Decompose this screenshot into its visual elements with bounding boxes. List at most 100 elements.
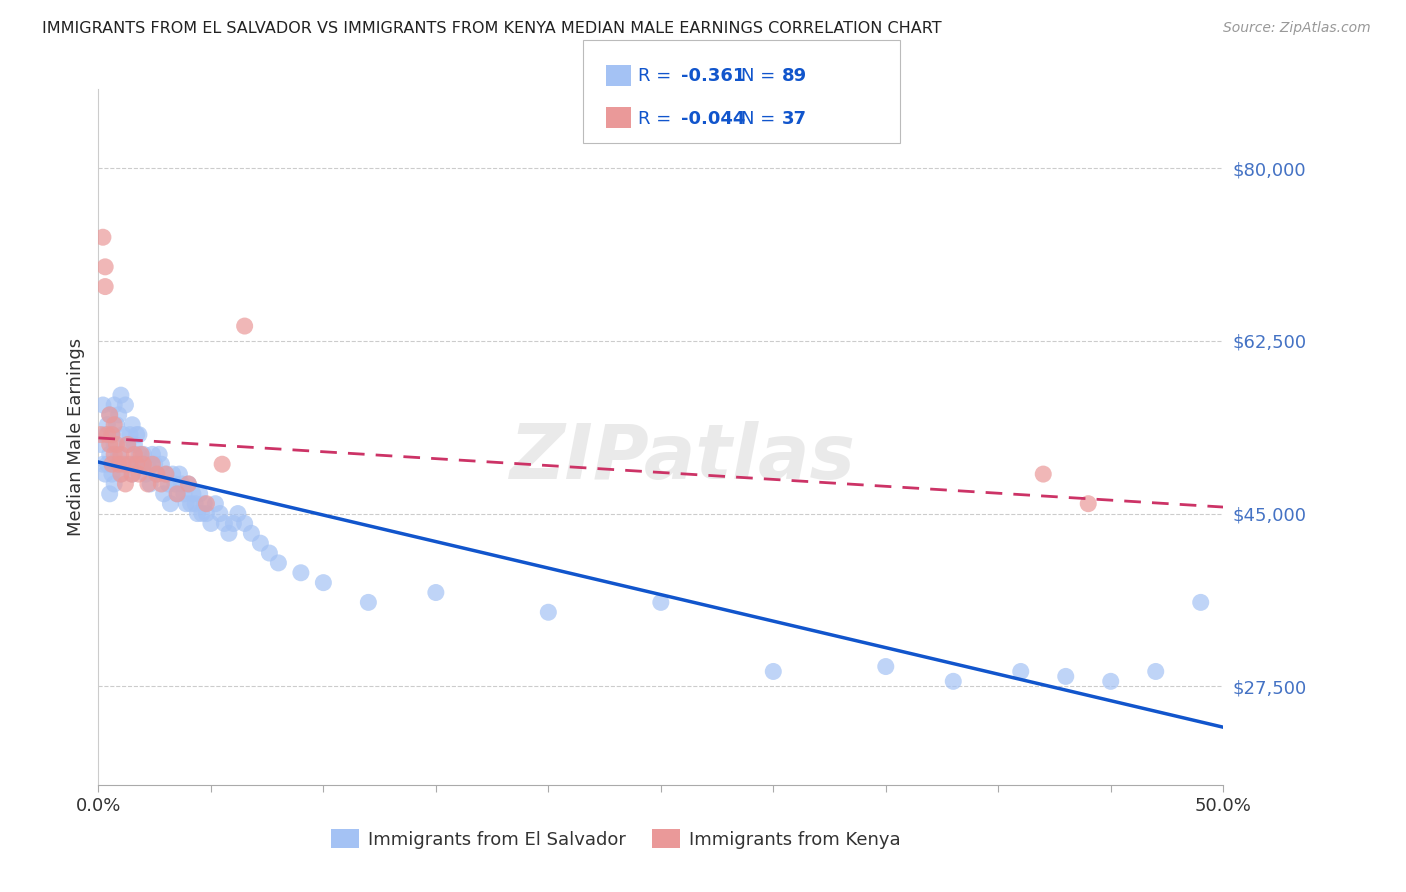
Point — [166, 487, 188, 501]
Point — [357, 595, 380, 609]
Point — [650, 595, 672, 609]
Point — [1099, 674, 1122, 689]
Point — [121, 467, 143, 481]
Point — [139, 477, 162, 491]
Point — [1189, 595, 1212, 609]
Point — [188, 487, 211, 501]
Point — [94, 427, 117, 442]
Point — [128, 427, 150, 442]
Legend: Immigrants from El Salvador, Immigrants from Kenya: Immigrants from El Salvador, Immigrants … — [325, 822, 907, 856]
Point — [103, 447, 125, 461]
Point — [174, 497, 197, 511]
Point — [103, 437, 125, 451]
Text: Source: ZipAtlas.com: Source: ZipAtlas.com — [1223, 21, 1371, 35]
Point — [107, 447, 129, 461]
Point — [177, 477, 200, 491]
Point — [125, 457, 148, 471]
Point — [1144, 665, 1167, 679]
Point — [125, 427, 148, 442]
Point — [208, 507, 231, 521]
Point — [124, 457, 146, 471]
Point — [146, 467, 169, 481]
Point — [129, 457, 152, 471]
Point — [157, 477, 180, 491]
Point — [121, 467, 143, 481]
Point — [94, 467, 117, 481]
Point — [155, 467, 177, 481]
Point — [112, 457, 135, 471]
Point — [214, 516, 236, 531]
Text: -0.361: -0.361 — [681, 68, 745, 86]
Point — [162, 467, 184, 481]
Point — [101, 457, 124, 471]
Point — [425, 585, 447, 599]
Text: IMMIGRANTS FROM EL SALVADOR VS IMMIGRANTS FROM KENYA MEDIAN MALE EARNINGS CORREL: IMMIGRANTS FROM EL SALVADOR VS IMMIGRANT… — [42, 21, 942, 36]
Point — [170, 477, 193, 491]
Point — [312, 575, 335, 590]
Text: 37: 37 — [782, 110, 807, 128]
Point — [91, 398, 114, 412]
Point — [146, 467, 169, 481]
Point — [128, 467, 150, 481]
Point — [181, 487, 204, 501]
Point — [117, 457, 139, 471]
Text: -0.044: -0.044 — [681, 110, 745, 128]
Point — [240, 526, 263, 541]
Point — [141, 457, 163, 471]
Point — [118, 427, 141, 442]
Point — [218, 526, 240, 541]
Point — [166, 487, 188, 501]
Point — [177, 477, 200, 491]
Point — [195, 497, 218, 511]
Point — [180, 497, 202, 511]
Point — [107, 408, 129, 422]
Text: N =: N = — [741, 110, 780, 128]
Point — [110, 467, 132, 481]
Text: R =: R = — [638, 110, 678, 128]
Point — [105, 437, 128, 451]
Point — [98, 408, 121, 422]
Point — [1077, 497, 1099, 511]
Point — [96, 417, 118, 432]
Point — [191, 507, 214, 521]
Point — [114, 477, 136, 491]
Text: 89: 89 — [782, 68, 807, 86]
Point — [98, 437, 121, 451]
Point — [110, 467, 132, 481]
Point — [101, 427, 124, 442]
Point — [124, 447, 146, 461]
Point — [132, 447, 155, 461]
Point — [107, 457, 129, 471]
Point — [136, 457, 159, 471]
Point — [143, 457, 166, 471]
Text: N =: N = — [741, 68, 780, 86]
Point — [150, 457, 173, 471]
Point — [290, 566, 312, 580]
Point — [267, 556, 290, 570]
Point — [105, 457, 128, 471]
Point — [98, 447, 121, 461]
Point — [105, 417, 128, 432]
Point — [135, 467, 157, 481]
Point — [91, 457, 114, 471]
Point — [173, 487, 195, 501]
Point — [94, 260, 117, 274]
Point — [91, 230, 114, 244]
Point — [193, 497, 215, 511]
Point — [101, 467, 124, 481]
Point — [249, 536, 271, 550]
Point — [155, 467, 177, 481]
Point — [141, 447, 163, 461]
Point — [118, 457, 141, 471]
Point — [152, 487, 174, 501]
Point — [159, 497, 181, 511]
Point — [117, 437, 139, 451]
Point — [942, 674, 965, 689]
Point — [222, 516, 245, 531]
Point — [90, 427, 112, 442]
Point — [98, 408, 121, 422]
Point — [184, 497, 207, 511]
Point — [233, 319, 256, 334]
Point — [148, 447, 170, 461]
Point — [128, 447, 150, 461]
